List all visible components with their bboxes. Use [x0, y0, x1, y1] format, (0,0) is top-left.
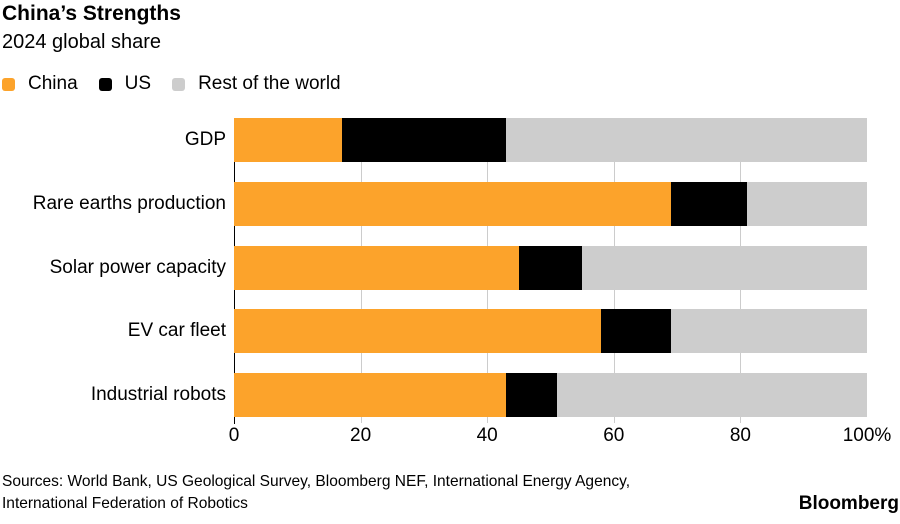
- bar-row-solar-power-capacity: [234, 245, 867, 290]
- legend-item-china: China: [2, 73, 78, 95]
- sources-note: Sources: World Bank, US Geological Surve…: [2, 471, 630, 515]
- bar-row-industrial-robots: [234, 373, 867, 417]
- legend-swatch-us-icon: [98, 77, 112, 91]
- x-axis-label-60: 60: [603, 425, 625, 446]
- bar-segment-china: [234, 245, 519, 290]
- category-labels: GDP Rare earths production Solar power cap…: [0, 118, 226, 417]
- legend: China US Rest of the world: [2, 73, 341, 95]
- x-axis-label-20: 20: [350, 425, 372, 446]
- category-label-ev-car-fleet: EV car fleet: [127, 320, 226, 342]
- category-label-rare-earths-production: Rare earths production: [32, 192, 226, 214]
- bar-row-ev-car-fleet: [234, 309, 867, 354]
- bar-segment-rest-of-the-world: [506, 118, 867, 162]
- legend-swatch-china-icon: [2, 77, 15, 91]
- bar-row-rare-earths-production: [234, 181, 867, 226]
- category-label-industrial-robots: Industrial robots: [90, 384, 226, 405]
- chart-title: China’s Strengths: [2, 2, 181, 25]
- bar-segment-china: [234, 118, 342, 162]
- category-label-solar-power-capacity: Solar power capacity: [49, 256, 226, 278]
- bar-segment-rest-of-the-world: [746, 181, 867, 226]
- bars-container: [234, 118, 867, 417]
- bar-segment-us: [518, 245, 583, 290]
- legend-label-us: US: [124, 73, 152, 94]
- x-axis-label-100: 100%: [842, 425, 892, 446]
- bar-segment-us: [670, 181, 747, 226]
- x-axis: 0 20 40 60 80 100%: [229, 425, 892, 449]
- legend-item-rest-of-the-world: Rest of the world: [172, 73, 341, 95]
- chart-subtitle: 2024 global share: [2, 31, 162, 53]
- bar-segment-rest-of-the-world: [582, 245, 867, 290]
- x-axis-label-0: 0: [228, 425, 240, 446]
- bar-segment-china: [234, 373, 507, 417]
- bar-row-gdp: [234, 118, 867, 162]
- sources-line: International Federation of Robotics: [2, 495, 248, 512]
- category-label-gdp: GDP: [184, 129, 226, 150]
- bar-segment-rest-of-the-world: [556, 373, 867, 417]
- plot-area: [234, 118, 867, 424]
- legend-label-china: China: [28, 73, 78, 94]
- bar-segment-china: [234, 309, 602, 354]
- bar-segment-china: [234, 181, 671, 226]
- x-axis-label-80: 80: [729, 425, 751, 446]
- bar-segment-us: [341, 118, 507, 162]
- bar-segment-us: [506, 373, 557, 417]
- bar-segment-rest-of-the-world: [670, 309, 867, 354]
- bloomberg-logo: Bloomberg: [798, 493, 899, 514]
- sources-line: Sources: World Bank, US Geological Surve…: [2, 473, 631, 490]
- bar-segment-us: [601, 309, 671, 354]
- legend-item-us: US: [98, 73, 152, 95]
- legend-swatch-rest-of-the-world-icon: [172, 77, 186, 91]
- x-axis-label-40: 40: [476, 425, 498, 446]
- legend-label-rest-of-the-world: Rest of the world: [198, 73, 341, 94]
